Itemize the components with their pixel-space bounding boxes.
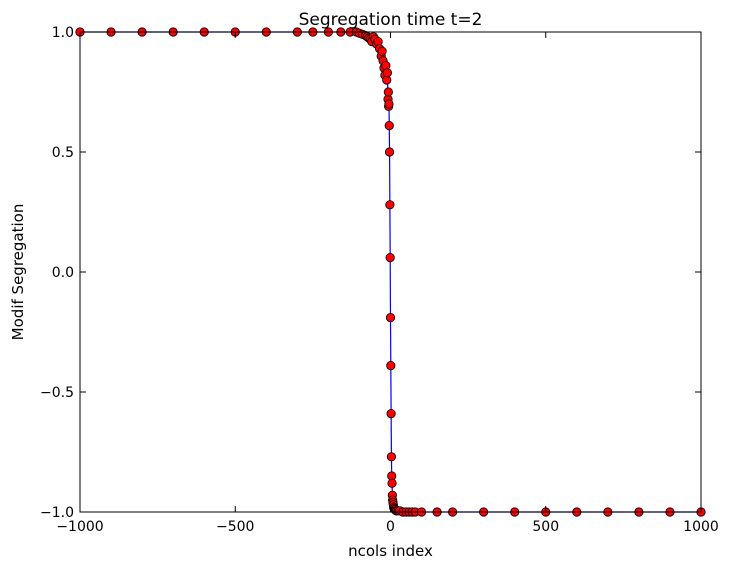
- data-point: [385, 253, 395, 263]
- data-point: [384, 147, 395, 157]
- series-layer: [75, 27, 706, 517]
- y-axis-label: Modif Segregation: [9, 204, 27, 341]
- chart-title: Segregation time t=2: [299, 10, 483, 30]
- x-tick-label: −1000: [56, 519, 103, 535]
- x-axis-label: ncols index: [348, 542, 433, 560]
- x-tick-label: 500: [532, 519, 559, 535]
- data-point: [377, 46, 387, 56]
- data-point: [386, 452, 397, 462]
- data-point: [385, 200, 395, 210]
- x-tick-label: 0: [386, 519, 395, 535]
- plot-frame: [79, 31, 702, 513]
- data-point: [384, 121, 394, 131]
- data-point: [387, 478, 397, 488]
- data-point: [386, 408, 396, 419]
- data-point: [383, 87, 393, 97]
- y-tick-label: 1.0: [52, 25, 74, 41]
- y-tick-label: 0.5: [52, 145, 74, 161]
- tick-layer: −1000 −500 0 500 1000 1.0 0.5 0.0 −0.5 −1.0: [40, 25, 719, 535]
- y-tick-label: −1.0: [40, 505, 74, 521]
- x-tick-label: 1000: [683, 519, 719, 535]
- data-point: [384, 99, 394, 109]
- y-tick-label: −0.5: [40, 385, 74, 401]
- x-tick-label: −500: [216, 519, 254, 535]
- y-tick-label: 0.0: [52, 265, 74, 281]
- data-point: [385, 312, 396, 323]
- data-point: [386, 360, 396, 371]
- data-point: [382, 68, 392, 78]
